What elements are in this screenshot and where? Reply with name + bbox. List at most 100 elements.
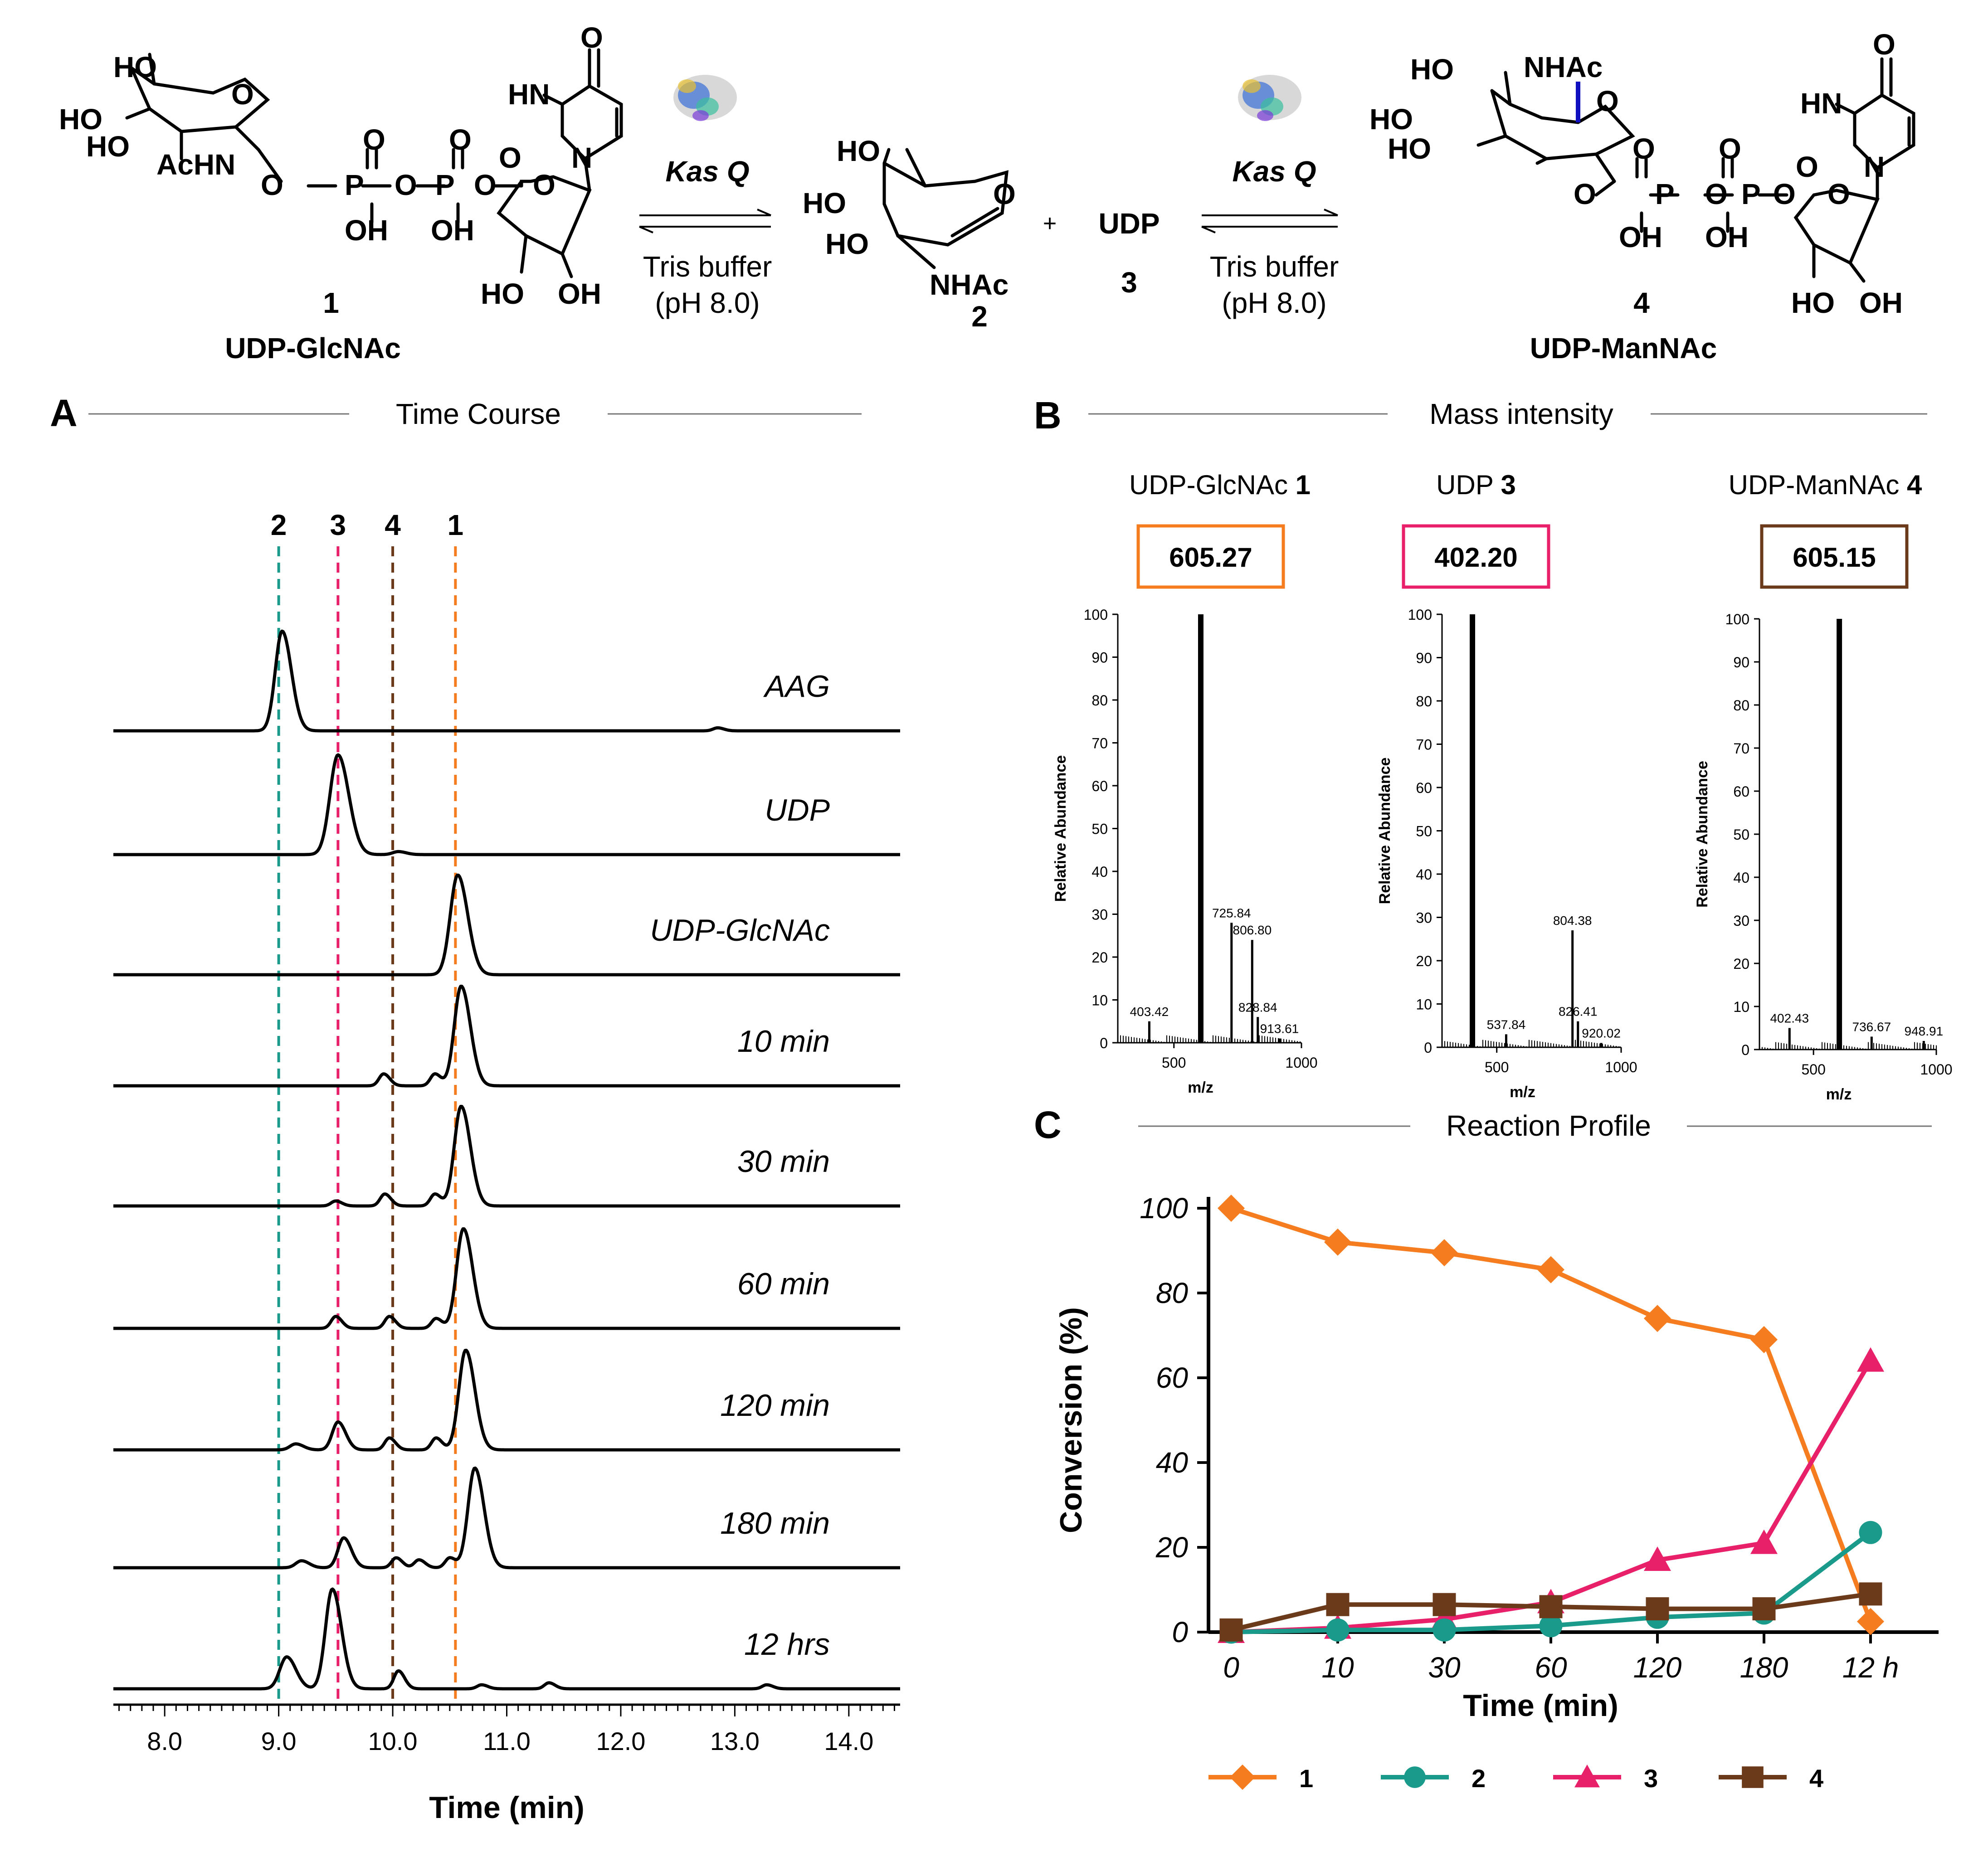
c4-ho-2: HO [1369, 103, 1413, 136]
x-tick-label: 500 [1162, 1055, 1186, 1071]
x-tick-label: 180 [1740, 1651, 1788, 1684]
c4-o-c: O [1705, 178, 1728, 210]
c1-p1: P [345, 169, 364, 201]
y-tick-label: 60 [1416, 780, 1432, 796]
trace-12-hrs [113, 1587, 901, 1691]
reaction-profile-panel: 0 20 40 60 80 100 0 10 30 60 120 180 12 h Time (min) C… [1054, 1192, 1939, 1793]
legend-label-3: 3 [1644, 1764, 1658, 1793]
x-tick-label: 13.0 [710, 1727, 760, 1755]
compound-3-name: UDP [1098, 207, 1160, 240]
x-axis-title: m/z [1510, 1084, 1535, 1101]
c4-o-d: O [1719, 132, 1741, 165]
mass-value-box [1760, 524, 1909, 589]
trace-aag [113, 629, 901, 733]
y-tick-label: 90 [1416, 650, 1432, 666]
marker-label-1: 1 [448, 509, 464, 541]
peak-label: 828.84 [1238, 1000, 1277, 1014]
y-tick-label: 80 [1156, 1277, 1189, 1309]
x-tick-label: 1000 [1920, 1061, 1952, 1078]
trace-10-min [113, 985, 901, 1088]
series-4-point [1326, 1593, 1350, 1616]
series-3-point [1857, 1347, 1884, 1372]
series-1-point [1857, 1608, 1884, 1635]
panel-a-title: Time Course [396, 398, 561, 430]
x-tick-label: 0 [1223, 1651, 1239, 1684]
panel-c-letter: C [1034, 1103, 1062, 1146]
mass-value: 605.27 [1169, 542, 1252, 573]
series-1-point [1431, 1239, 1458, 1267]
c4-o-e: O [1773, 178, 1796, 210]
compound-1-number: 1 [323, 287, 339, 319]
noise-baseline [1117, 1035, 1301, 1043]
buffer-label-1a: Tris buffer [643, 250, 772, 283]
x-tick-label: 500 [1801, 1061, 1825, 1078]
series-2-point [1433, 1618, 1456, 1642]
y-tick-label: 20 [1733, 956, 1749, 972]
c4-nhac: NHAc [1524, 51, 1603, 83]
y-tick-label: 20 [1155, 1531, 1189, 1564]
y-tick-label: 10 [1416, 996, 1432, 1013]
reaction-scheme: HO HO HO AcHN O O P O OH O P O OH O O HO… [59, 21, 1915, 365]
c4-oh-2: OH [1705, 221, 1749, 253]
series-4-point [1433, 1593, 1456, 1616]
y-tick-label: 40 [1416, 866, 1432, 883]
trace-label: UDP-GlcNAc [650, 913, 830, 948]
enzyme-icon [673, 75, 737, 121]
mass-value: 402.20 [1434, 542, 1518, 573]
series-1-point [1537, 1256, 1564, 1283]
x-tick-label: 8.0 [147, 1727, 182, 1755]
y-tick-label: 0 [1424, 1040, 1432, 1056]
trace-60-min [113, 1227, 901, 1330]
series-4-point [1646, 1597, 1669, 1621]
c4-uracil-hn: HN [1800, 87, 1842, 120]
panel-b-title: Mass intensity [1429, 398, 1613, 430]
spectrum-title: UDP-GlcNAc 1 [1129, 470, 1311, 500]
c1-ribose-o: O [533, 169, 555, 201]
y-tick-label: 70 [1091, 735, 1108, 752]
panel-c-title: Reaction Profile [1446, 1109, 1651, 1142]
c1-o-e: O [474, 169, 497, 201]
trace-label: AAG [763, 669, 830, 704]
x-tick-label: 10 [1321, 1651, 1354, 1684]
x-tick-label: 60 [1535, 1651, 1567, 1684]
y-tick-label: 10 [1091, 992, 1108, 1009]
x-axis-title: m/z [1188, 1079, 1213, 1096]
series-2-point [1539, 1614, 1563, 1638]
y-tick-label: 70 [1416, 737, 1432, 753]
panel-a-letter: A [50, 392, 78, 434]
c1-o-c: O [395, 169, 417, 201]
c1-ring-o: O [231, 78, 254, 111]
plus-sign: + [1043, 210, 1057, 237]
c1-p2: P [435, 169, 455, 201]
peak-label: 725.84 [1212, 906, 1251, 920]
y-tick-label: 80 [1091, 692, 1108, 709]
x-axis-title: m/z [1826, 1086, 1852, 1103]
compound-1-name: UDP-GlcNAc [225, 332, 401, 365]
c4-o-b: O [1632, 132, 1655, 165]
c4-o-a: O [1574, 178, 1596, 210]
legend-label-4: 4 [1809, 1764, 1823, 1793]
y-tick-label: 20 [1416, 953, 1432, 969]
compound-4-name: UDP-ManNAc [1530, 332, 1717, 365]
c1-ribose-ho: HO [481, 277, 524, 310]
y-tick-label: 20 [1091, 949, 1108, 966]
c4-oh-1: OH [1619, 221, 1662, 253]
y-tick-label: 100 [1084, 607, 1108, 623]
series-1-point [1750, 1326, 1778, 1353]
c4-uracil-o-top: O [1873, 28, 1895, 61]
c1-o-d: O [449, 123, 472, 156]
series-4-point [1859, 1582, 1882, 1606]
c4-ho-1: HO [1410, 53, 1454, 86]
y-tick-label: 100 [1408, 607, 1432, 623]
enzyme-label-2: Kas Q [1233, 155, 1316, 188]
c4-ho-3: HO [1388, 132, 1431, 165]
legend-marker-2 [1404, 1766, 1426, 1788]
y-tick-label: 40 [1091, 864, 1108, 880]
c1-ho-1: HO [113, 51, 157, 83]
y-tick-label: 30 [1091, 907, 1108, 923]
trace-label: 12 hrs [744, 1627, 830, 1662]
trace-label: 60 min [737, 1267, 830, 1301]
compound-2-structure [882, 148, 1009, 269]
